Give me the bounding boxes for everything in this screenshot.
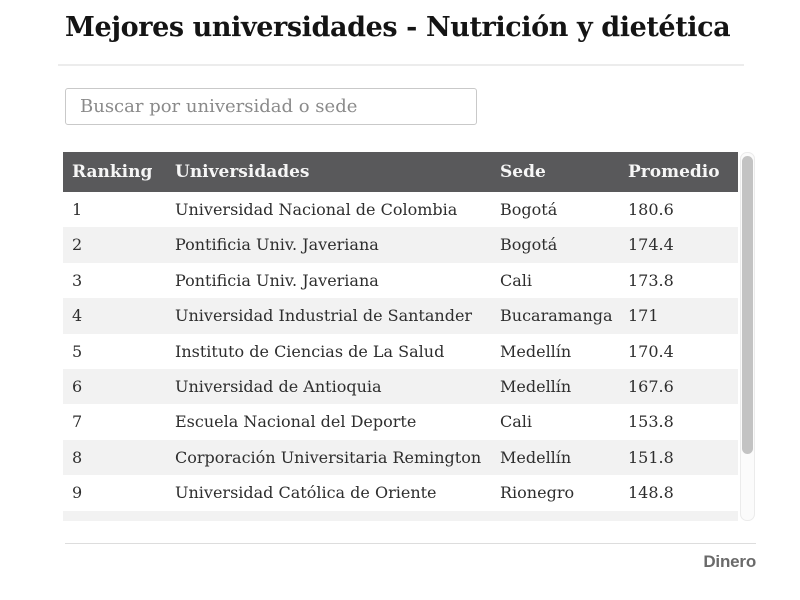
table-row: 4 Universidad Industrial de Santander Bu… [63, 298, 738, 334]
cell-ranking: 2 [72, 235, 83, 255]
cell-ranking: 9 [72, 483, 83, 503]
table-row: 7 Escuela Nacional del Deporte Cali 153.… [63, 404, 738, 440]
cell-sede: Medellín [500, 341, 572, 361]
cell-promedio: 174.4 [628, 235, 674, 255]
cell-promedio: 180.6 [628, 200, 674, 219]
table-row: 5 Instituto de Ciencias de La Salud Mede… [63, 333, 738, 369]
cell-ranking: 7 [72, 412, 83, 432]
table-scrollbar-track[interactable] [740, 152, 755, 521]
column-header-ranking: Ranking [72, 162, 153, 182]
cell-universidad: Universidad Nacional de Colombia [175, 200, 458, 219]
cell-universidad: Universidad Industrial de Santander [175, 306, 473, 326]
cell-promedio: 167.6 [628, 376, 674, 396]
cell-universidad: Escuela Nacional del Deporte [175, 412, 417, 432]
search-input[interactable] [65, 88, 477, 125]
cell-promedio: 151.8 [628, 447, 674, 467]
cell-promedio: 171 [628, 306, 659, 326]
page-title: Mejores universidades - Nutrición y diet… [65, 12, 731, 43]
cell-sede: Cali [500, 412, 533, 432]
table-row: 9 Universidad Católica de Oriente Rioneg… [63, 475, 738, 511]
cell-sede: Cali [500, 270, 533, 290]
footer-divider [65, 543, 756, 544]
cell-sede: Bucaramanga [500, 306, 613, 326]
cell-ranking: 1 [72, 200, 83, 219]
cell-sede: Medellín [500, 376, 572, 396]
cell-sede: Bogotá [500, 200, 558, 219]
table-row: 3 Pontificia Univ. Javeriana Cali 173.8 [63, 262, 738, 299]
cell-sede: Medellín [500, 447, 572, 467]
table-row: 8 Corporación Universitaria Remington Me… [63, 439, 738, 476]
cell-universidad: Instituto de Ciencias de La Salud [175, 341, 445, 361]
cell-promedio: 153.8 [628, 412, 674, 432]
cell-sede: Rionegro [500, 483, 575, 503]
table-row: 1 Universidad Nacional de Colombia Bogot… [63, 192, 738, 228]
cell-ranking: 4 [72, 306, 83, 326]
table-header-row: Ranking Universidades Sede Promedio [63, 152, 738, 192]
table-row: 6 Universidad de Antioquia Medellín 167.… [63, 368, 738, 405]
cell-universidad: Pontificia Univ. Javeriana [175, 235, 379, 255]
table-scrollbar-thumb[interactable] [742, 156, 753, 454]
cell-ranking: 8 [72, 447, 83, 467]
table-row: 2 Pontificia Univ. Javeriana Bogotá 174.… [63, 227, 738, 263]
cell-universidad: Corporación Universitaria Remington [175, 447, 482, 467]
cell-universidad: Universidad Católica de Oriente [175, 483, 437, 503]
cell-ranking: 6 [72, 376, 83, 396]
dinero-logo: Dinero [703, 552, 756, 571]
cell-ranking: 3 [72, 270, 83, 290]
table-row-partial [63, 510, 738, 521]
cell-universidad: Pontificia Univ. Javeriana [175, 270, 379, 290]
cell-sede: Bogotá [500, 235, 558, 255]
column-header-sede: Sede [500, 162, 546, 182]
cell-ranking: 5 [72, 341, 83, 361]
cell-promedio: 148.8 [628, 483, 674, 503]
ranking-table: Ranking Universidades Sede Promedio 1 Un… [63, 152, 755, 521]
column-header-promedio: Promedio [628, 162, 720, 182]
cell-promedio: 173.8 [628, 270, 674, 290]
title-divider [58, 64, 744, 66]
cell-promedio: 170.4 [628, 341, 674, 361]
column-header-universidades: Universidades [175, 162, 310, 182]
cell-universidad: Universidad de Antioquia [175, 376, 382, 396]
